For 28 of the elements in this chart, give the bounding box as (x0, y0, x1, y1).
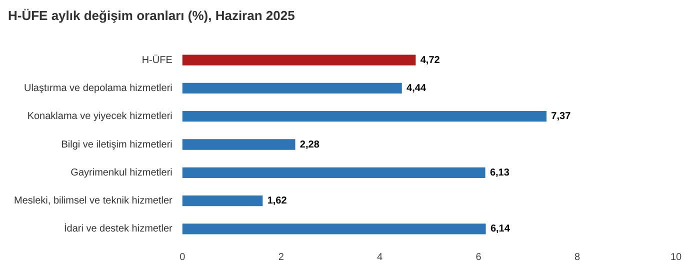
data-label: 6,13 (490, 167, 510, 178)
bar (182, 54, 416, 66)
y-tick-label: Konaklama ve yiyecek hizmetleri (27, 111, 172, 122)
data-label: 4,72 (420, 54, 440, 66)
bar (182, 195, 263, 206)
x-tick-label: 0 (180, 252, 186, 263)
chart-title: H-ÜFE aylık değişim oranları (%), Haziran 2025 (7, 7, 296, 25)
x-tick-label: 8 (574, 252, 580, 263)
x-tick-label: 2 (278, 252, 284, 263)
data-label: 6,14 (490, 224, 510, 235)
y-tick-label: Mesleki, bilimsel ve teknik hizmetler (14, 196, 174, 207)
y-tick-label: Bilgi ve iletişim hizmetleri (61, 139, 172, 150)
y-tick-label: H-ÜFE (142, 54, 173, 66)
x-tick-label: 10 (670, 252, 682, 263)
y-tick-label: Ulaştırma ve depolama hizmetleri (24, 82, 172, 94)
data-label: 2,28 (300, 139, 320, 150)
bar (182, 167, 486, 178)
bar (182, 82, 402, 94)
y-tick-label: Gayrimenkul hizmetleri (70, 167, 172, 178)
x-tick-label: 4 (377, 252, 384, 263)
y-tick-label: İdari ve destek hizmetler (64, 222, 174, 235)
bar (182, 224, 486, 234)
bar (182, 111, 547, 122)
data-label: 4,44 (406, 82, 426, 94)
data-label: 7,37 (551, 111, 572, 122)
data-label: 1,62 (267, 196, 288, 207)
x-tick-label: 6 (476, 252, 482, 263)
bar (182, 139, 296, 150)
